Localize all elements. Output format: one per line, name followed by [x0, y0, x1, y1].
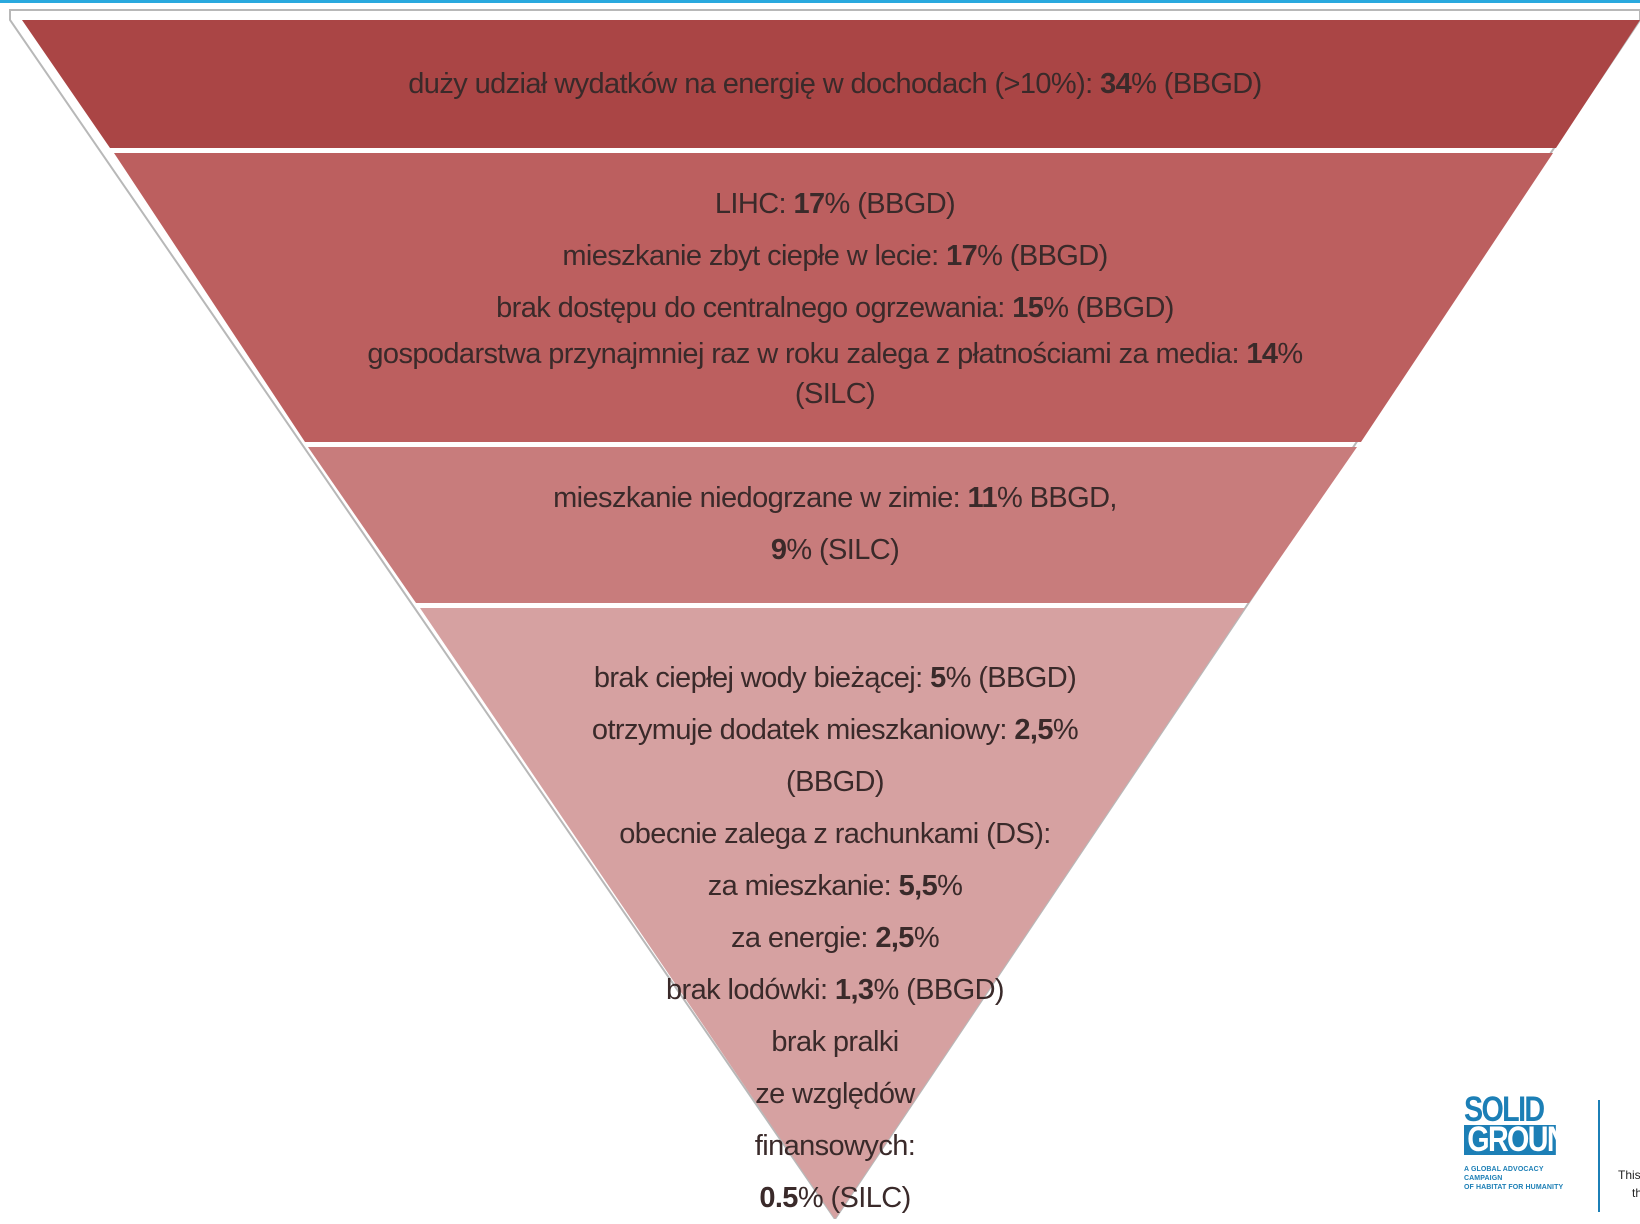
tier-3-line: 9% (SILC)	[770, 534, 900, 566]
cropped-edge-text: This th	[1618, 1168, 1640, 1200]
logo-word-ground: GROUND	[1464, 1122, 1587, 1157]
tier-4-line: za mieszkanie: 5,5%	[707, 870, 963, 902]
tier-3-line: mieszkanie niedogrzane w zimie: 11% BBGD…	[553, 482, 1117, 514]
logo-tagline: A GLOBAL ADVOCACY CAMPAIGN OF HABITAT FO…	[1464, 1166, 1564, 1191]
tier-4-line: otrzymuje dodatek mieszkaniowy: 2,5% (BB…	[591, 714, 1079, 798]
tier-2-text: LIHC: 17% (BBGD) mieszkanie zbyt ciepłe …	[360, 178, 1310, 414]
tier-4-line: za energie: 2,5%	[730, 922, 940, 954]
pyramid-outline	[9, 9, 1640, 1219]
tier-1-text: duży udział wydatków na energię w dochod…	[300, 62, 1370, 106]
tier-1-line: duży udział wydatków na energię w dochod…	[408, 68, 1262, 100]
logo-divider	[1598, 1100, 1600, 1212]
tier-4-line: ze względów	[755, 1078, 915, 1110]
tier-2-line: (SILC)	[794, 378, 876, 410]
tier-4-line: obecnie zalega z rachunkami (DS):	[619, 818, 1051, 850]
tier-4-line: finansowych:	[754, 1130, 916, 1162]
tier-2-band	[114, 153, 1553, 442]
tier-1-band	[22, 20, 1640, 148]
tier-3-text: mieszkanie niedogrzane w zimie: 11% BBGD…	[480, 472, 1190, 576]
tier-2-line: gospodarstwa przynajmniej raz w roku zal…	[367, 338, 1303, 370]
tier-4-line: brak pralki	[771, 1026, 899, 1058]
tier-3-band	[308, 447, 1357, 603]
tier-2-line: LIHC: 17% (BBGD)	[714, 188, 956, 220]
logo-word-solid: SOLID	[1464, 1090, 1545, 1129]
tier-4-text: brak ciepłej wody bieżącej: 5% (BBGD) ot…	[540, 652, 1130, 1224]
tier-2-line: mieszkanie zbyt ciepłe w lecie: 17% (BBG…	[562, 240, 1108, 272]
tier-2-line: brak dostępu do centralnego ogrzewania: …	[496, 292, 1174, 324]
tier-4-line: brak ciepłej wody bieżącej: 5% (BBGD)	[593, 662, 1077, 694]
top-accent-line	[0, 0, 1640, 3]
tier-4-band	[420, 608, 1245, 1219]
tier-4-line: brak lodówki: 1,3% (BBGD)	[666, 974, 1005, 1006]
tier-4-line: 0.5% (SILC)	[759, 1182, 911, 1214]
solid-ground-logo: SOLID GROUND A GLOBAL ADVOCACY CAMPAIGN …	[1464, 1090, 1587, 1192]
